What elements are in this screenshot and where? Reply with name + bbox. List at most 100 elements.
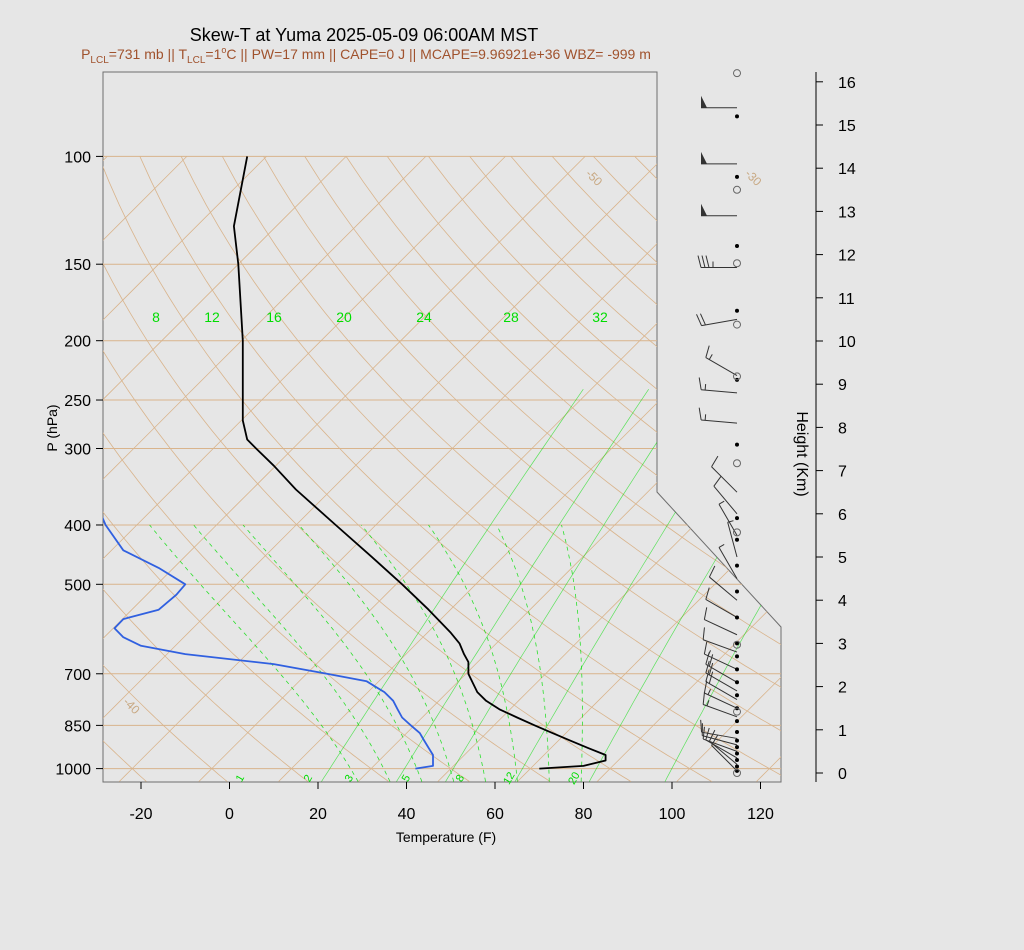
wind-barb-flag <box>703 680 708 694</box>
wind-barb-half-flag <box>706 700 710 707</box>
wind-barb <box>701 151 737 165</box>
wind-barb <box>702 627 738 653</box>
wind-barb <box>698 377 738 394</box>
wind-barb-staff <box>705 599 738 618</box>
sounding-level-dot <box>735 114 739 119</box>
dry-adiabat-line <box>304 156 781 782</box>
sounding-level-circle <box>733 185 741 194</box>
wind-barb-flag <box>705 255 710 268</box>
mixing-ratio-bottom-label: 20 <box>566 770 583 787</box>
dry-adiabat-line <box>345 156 781 782</box>
mixing-ratio-top-label: 24 <box>416 309 432 325</box>
wind-barb-staff <box>713 485 738 515</box>
mixing-ratio-bottom-label: 3 <box>343 773 356 784</box>
height-tick-label: 11 <box>838 291 855 308</box>
dry-adiabat-line <box>103 156 228 782</box>
wind-barb-staff <box>701 389 738 394</box>
isotherm-line <box>836 156 1024 781</box>
wind-barb-flag <box>703 607 708 620</box>
x-tick-label: 120 <box>747 806 774 823</box>
isotherm-line <box>118 156 745 782</box>
wind-barbs <box>696 95 738 772</box>
mixing-ratio-top-label: 16 <box>266 309 282 325</box>
dry-adiabat-line <box>263 156 781 782</box>
wind-barb-half-flag <box>704 414 707 421</box>
x-tick-label: 80 <box>575 806 593 823</box>
wind-barb-staff <box>701 419 738 424</box>
plot-area: -50-40-30 8 12 16 20 24 28 321 2 3 5 8 12 20 <box>102 69 1024 787</box>
wind-barb-half-flag <box>727 520 734 523</box>
x-tick-label: 0 <box>225 806 234 823</box>
sounding-level-dot <box>735 589 739 594</box>
height-tick-label: 5 <box>838 550 847 567</box>
mixing-ratio-bottom-label: 12 <box>501 770 518 787</box>
y-tick-label: 850 <box>64 718 91 735</box>
wind-barb-staff <box>703 738 738 752</box>
x-tick-label: 20 <box>309 806 327 823</box>
wind-barb-half-flag <box>718 500 725 505</box>
height-tick-label: 8 <box>838 420 847 437</box>
wind-barb <box>711 455 738 493</box>
wind-barb <box>718 543 738 579</box>
y-tick-label: 300 <box>64 441 91 458</box>
mixing-ratio-bottom-label: 8 <box>454 773 467 784</box>
y-axis-title: P (hPa) <box>44 404 60 451</box>
wind-barb-staff <box>705 663 738 683</box>
wind-barb <box>696 313 738 327</box>
wind-barb-flag <box>713 475 722 487</box>
sounding-level-dot <box>735 243 739 248</box>
wind-barb-staff <box>703 639 738 653</box>
sounding-markers <box>733 69 741 777</box>
sounding-level-dot <box>735 693 739 698</box>
height-tick-label: 16 <box>838 75 856 92</box>
mixing-ratio-line <box>321 389 584 782</box>
y-tick-label: 500 <box>64 577 91 594</box>
height-tick-label: 12 <box>838 248 856 265</box>
wind-barb-flag <box>705 669 710 682</box>
chart-subtitle: PLCL=731 mb || TLCL=1oC || PW=17 mm || C… <box>81 45 651 66</box>
wind-barb-flag <box>705 660 710 674</box>
dry-adiabat-line <box>139 156 781 782</box>
sounding-level-dot <box>735 174 739 179</box>
wind-barb <box>705 669 738 700</box>
mixing-ratio-bottom-label: 1 <box>234 773 247 784</box>
wind-barb-flag <box>702 692 705 705</box>
chart-title: Skew-T at Yuma 2025-05-09 06:00AM MST <box>190 25 539 45</box>
wind-barb-staff <box>704 692 738 709</box>
sounding-level-dot <box>735 563 739 568</box>
height-tick-label: 6 <box>838 507 847 524</box>
dry-adiabat-line <box>103 156 551 782</box>
sounding-level-circle <box>733 528 741 537</box>
wind-barb <box>698 407 738 424</box>
mixing-ratio-labels: 8 12 16 20 24 28 321 2 3 5 8 12 20 <box>152 309 608 787</box>
sounding-profiles <box>103 156 607 770</box>
dry-adiabat-line <box>180 156 781 782</box>
mixing-ratio-bottom-label: 5 <box>400 773 413 784</box>
wind-barb-staff <box>704 653 738 670</box>
wind-barb-flag <box>696 314 703 326</box>
dry-adiabat-line <box>386 156 781 782</box>
wind-barb-flag <box>708 662 714 676</box>
wind-barb-staff <box>705 672 738 692</box>
height-tick-label: 3 <box>838 636 847 653</box>
moist-adiabat-line <box>496 524 550 782</box>
isotherm-line <box>198 156 781 782</box>
sounding-level-circle <box>733 640 741 649</box>
height-tick-label: 13 <box>838 204 856 221</box>
wind-barb-flag <box>708 729 716 742</box>
moist-adiabat-line <box>193 524 391 782</box>
isotherm-line <box>437 156 781 782</box>
dewpoint-profile <box>103 156 434 770</box>
x-tick-label: 100 <box>659 806 686 823</box>
moist-adiabat-line <box>561 524 583 782</box>
wind-barb-flag <box>708 671 714 684</box>
mixing-ratio-top-label: 28 <box>503 309 519 325</box>
sounding-level-dot <box>735 758 739 763</box>
temperature-profile <box>233 156 607 770</box>
height-tick-label: 15 <box>838 118 856 135</box>
wind-barb <box>702 692 738 718</box>
y-axis: 100 150 200 250 300 400 500 700 850 1000 <box>55 149 103 779</box>
wind-barb-flag <box>703 641 708 655</box>
height-tick-label: 10 <box>838 334 856 351</box>
